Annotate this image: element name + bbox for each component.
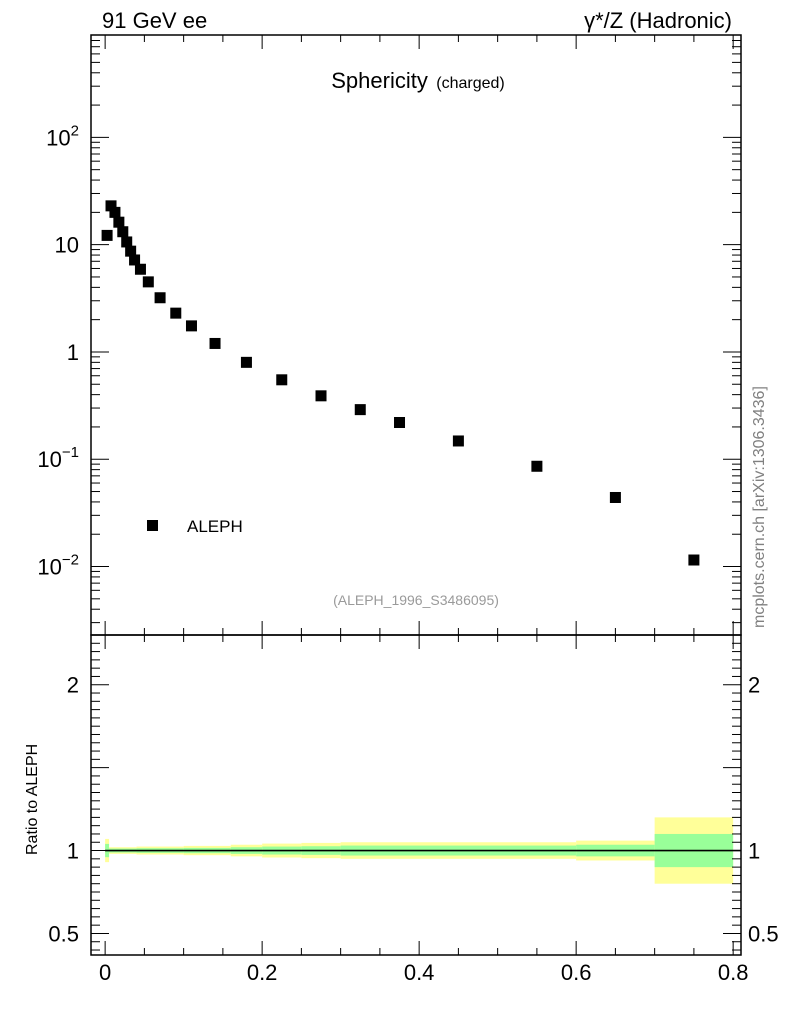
x-tick-label: 0.4 (404, 960, 435, 985)
data-point (134, 263, 146, 275)
data-point (209, 337, 221, 349)
ratio-y-tick-label: 0.5 (48, 921, 79, 946)
data-point (142, 276, 154, 288)
data-point (240, 356, 252, 368)
x-tick-label: 0.8 (718, 960, 749, 985)
main-plot-area: 102 10 1 10−1 10−2 (37, 34, 742, 955)
data-point (452, 435, 464, 447)
data-point (154, 292, 166, 304)
ratio-y-tick-label: 2 (67, 673, 79, 698)
analysis-reference: (ALEPH_1996_S3486095) (333, 592, 499, 608)
y-tick-label: 1 (67, 340, 79, 365)
ratio-plot-area: 0 0.2 0.4 0.6 0.8 0.5 0.5 1 1 2 2 (48, 634, 779, 985)
plot-title-sub: (charged) (436, 75, 504, 92)
ratio-ylabel: Ratio to ALEPH (24, 744, 41, 855)
data-point (276, 374, 288, 386)
y-tick-label: 102 (46, 122, 79, 150)
plot-title: Sphericity (charged) (331, 68, 505, 93)
data-point (125, 245, 137, 257)
header-left-label: 91 GeV ee (102, 8, 207, 33)
main-plot-frame (90, 34, 742, 636)
x-tick-label: 0.2 (247, 960, 278, 985)
legend-label: ALEPH (187, 517, 243, 536)
header-right-label: γ*/Z (Hadronic) (584, 8, 732, 33)
data-point (688, 554, 700, 566)
ratio-y-tick-label-right: 2 (748, 673, 760, 698)
data-point (531, 460, 543, 472)
data-point (129, 254, 141, 266)
y-tick-label: 10−1 (37, 444, 79, 472)
data-point (117, 226, 129, 238)
legend-marker (147, 520, 158, 531)
data-point (170, 307, 182, 319)
plot-title-main: Sphericity (331, 68, 428, 93)
x-tick-label: 0.6 (561, 960, 592, 985)
ratio-plot-frame (90, 634, 742, 956)
data-point (105, 200, 117, 212)
ratio-y-tick-label-right: 0.5 (748, 921, 779, 946)
data-point (101, 229, 113, 241)
ratio-y-tick-label: 1 (67, 839, 79, 864)
ratio-y-tick-label-right: 1 (748, 839, 760, 864)
x-tick-label: 0 (99, 960, 111, 985)
data-point (113, 216, 125, 228)
data-point (185, 320, 197, 332)
data-point (354, 404, 366, 416)
data-point (121, 236, 133, 248)
data-point (609, 491, 621, 503)
watermark: mcplots.cern.ch [arXiv:1306.3436] (751, 386, 768, 628)
data-point (109, 206, 121, 218)
data-point (394, 416, 406, 428)
data-point (315, 390, 327, 402)
y-tick-label: 10−2 (37, 552, 79, 580)
y-tick-label: 10 (55, 233, 79, 258)
